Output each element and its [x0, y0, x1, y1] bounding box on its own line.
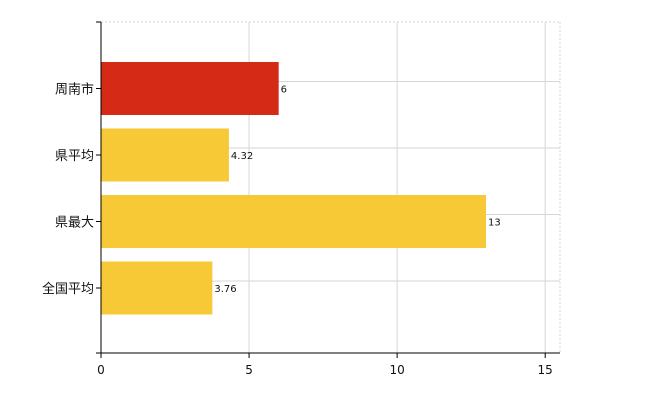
data-label-0: 6	[281, 85, 287, 96]
data-label-3: 3.76	[214, 284, 236, 295]
x-tick-label-2: 10	[389, 363, 404, 377]
bar-2	[101, 195, 486, 248]
x-tick-label-0: 0	[97, 363, 105, 377]
category-label-1: 県平均	[55, 149, 94, 164]
bar-3	[101, 261, 213, 315]
data-label-2: 13	[488, 218, 501, 229]
x-tick-label-1: 5	[245, 363, 253, 377]
axes	[96, 21, 560, 358]
data-label-1: 4.32	[231, 151, 253, 162]
bar-0	[101, 62, 279, 115]
category-label-3: 全国平均	[42, 281, 94, 297]
category-label-0: 周南市	[55, 82, 94, 98]
bar-series	[101, 62, 486, 315]
category-label-2: 県最大	[55, 216, 94, 231]
x-tick-label-3: 15	[538, 363, 553, 377]
bar-1	[101, 128, 229, 182]
chart-labels: 6 周南市 4.32 県平均 13 県最大 3.76 全国平均 0 5 10 15	[42, 82, 553, 378]
